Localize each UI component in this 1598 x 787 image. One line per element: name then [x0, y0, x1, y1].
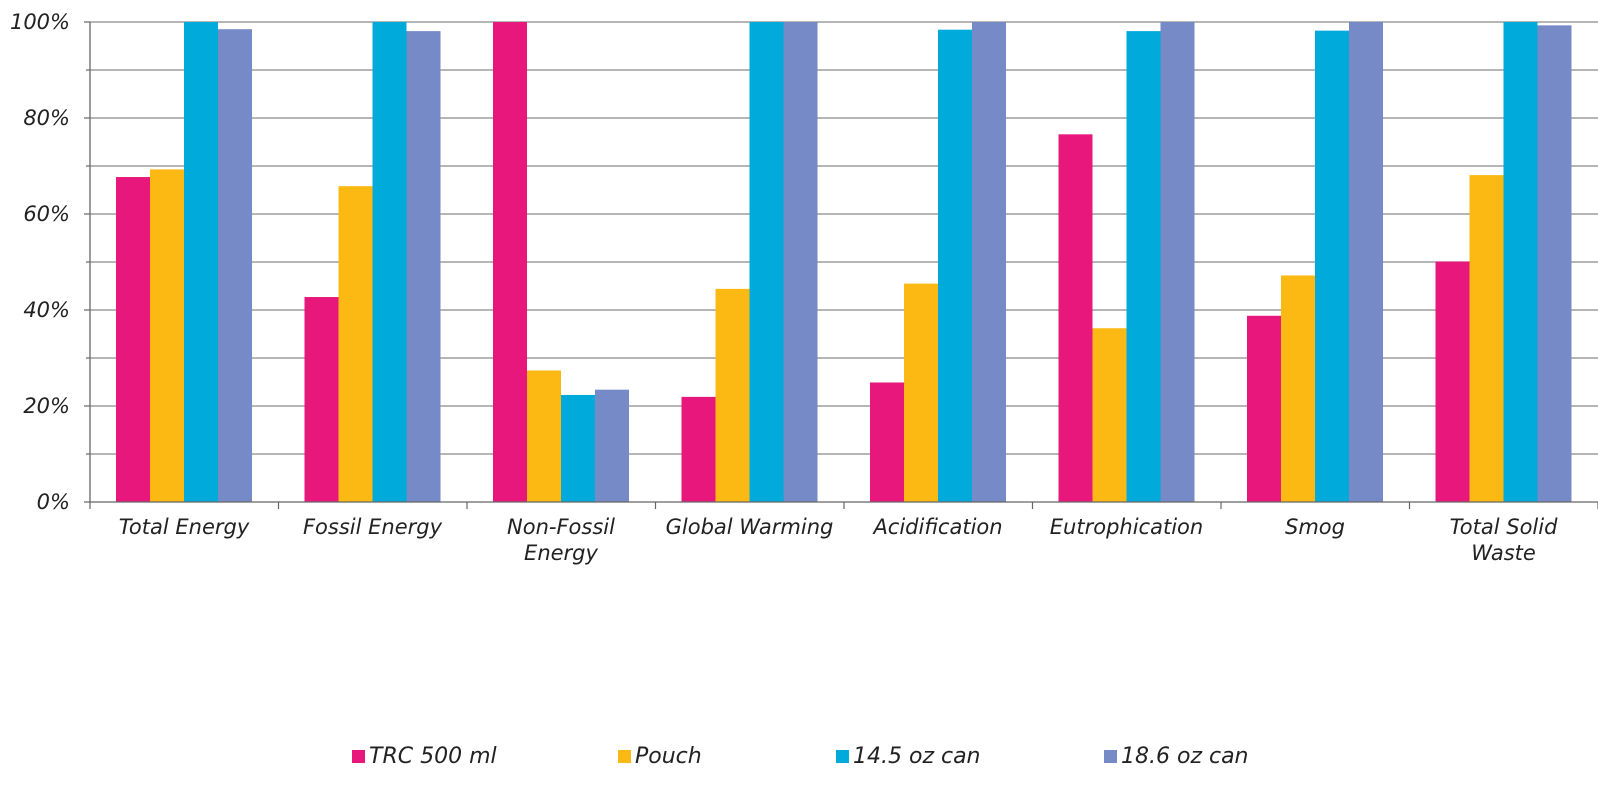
x-category-label: Acidification: [871, 515, 1002, 539]
legend-swatch: [836, 750, 849, 763]
x-category-label: Smog: [1285, 515, 1345, 539]
legend: TRC 500 ml Pouch 14.5 oz can 18.6 oz can: [0, 744, 1598, 776]
y-axis-tick-labels: 0% 20% 40% 60% 80% 100%: [10, 10, 70, 514]
legend-item: TRC 500 ml: [352, 744, 497, 769]
y-tick-label: 80%: [23, 106, 70, 130]
legend-item: 18.6 oz can: [1104, 744, 1249, 769]
bar-pouch-6: [1281, 275, 1315, 502]
bar-14-5-oz-can-4: [938, 29, 972, 503]
x-category-label: Total Solid Waste: [1450, 515, 1559, 565]
y-tick-label: 0%: [37, 490, 70, 514]
bar-pouch-5: [1092, 328, 1127, 502]
x-category-label: Non-Fossil Energy: [507, 515, 615, 565]
bar-14-5-oz-can-2: [561, 394, 595, 502]
bar-pouch-3: [715, 288, 750, 502]
bars: [116, 22, 1572, 503]
x-category-label: Total Energy: [119, 515, 250, 539]
bar-pouch-2: [527, 370, 561, 502]
legend-label: Pouch: [635, 744, 702, 769]
bar-trc-500-ml-0: [116, 177, 150, 503]
bar-18-6-oz-can-2: [595, 389, 629, 502]
legend-swatch: [618, 750, 631, 763]
bar-18-6-oz-can-4: [972, 22, 1006, 502]
x-category-label: Eutrophication: [1050, 515, 1203, 539]
y-tick-label: 20%: [23, 394, 70, 418]
bar-14-5-oz-can-0: [184, 22, 218, 502]
legend-label: TRC 500 ml: [369, 744, 497, 769]
x-axis-category-labels: Total Energy Fossil Energy Non-Fossil Energ…: [119, 515, 1558, 565]
bar-14-5-oz-can-3: [749, 22, 784, 502]
bar-trc-500-ml-1: [304, 297, 339, 502]
bar-14-5-oz-can-7: [1503, 22, 1538, 502]
bar-trc-500-ml-3: [681, 396, 716, 502]
legend-item: Pouch: [618, 744, 702, 769]
x-category-label: Global Warming: [666, 515, 834, 539]
bar-18-6-oz-can-6: [1349, 22, 1383, 502]
bar-18-6-oz-can-1: [406, 31, 441, 503]
bar-18-6-oz-can-5: [1160, 22, 1195, 502]
bar-14-5-oz-can-5: [1126, 31, 1161, 503]
bar-trc-500-ml-5: [1058, 134, 1093, 502]
bar-18-6-oz-can-3: [783, 22, 818, 502]
bar-pouch-0: [150, 169, 184, 503]
bar-14-5-oz-can-1: [372, 22, 407, 502]
y-tick-label: 100%: [10, 10, 70, 34]
bar-trc-500-ml-6: [1247, 315, 1281, 502]
y-tick-label: 60%: [23, 202, 70, 226]
legend-label: 18.6 oz can: [1121, 744, 1249, 769]
bar-14-5-oz-can-6: [1315, 30, 1349, 502]
legend-label: 14.5 oz can: [853, 744, 981, 769]
legend-swatch: [1104, 750, 1117, 763]
y-tick-label: 40%: [23, 298, 70, 322]
legend-item: 14.5 oz can: [836, 744, 981, 769]
bar-trc-500-ml-2: [493, 22, 527, 502]
bar-pouch-1: [338, 186, 373, 502]
bar-18-6-oz-can-0: [218, 29, 252, 502]
bar-trc-500-ml-7: [1435, 261, 1470, 502]
axes: [84, 21, 1598, 509]
bar-pouch-7: [1469, 175, 1504, 502]
bar-pouch-4: [904, 283, 938, 502]
bar-18-6-oz-can-7: [1537, 25, 1572, 503]
x-category-label: Fossil Energy: [303, 515, 443, 539]
bar-trc-500-ml-4: [870, 382, 904, 502]
legend-swatch: [352, 750, 365, 763]
